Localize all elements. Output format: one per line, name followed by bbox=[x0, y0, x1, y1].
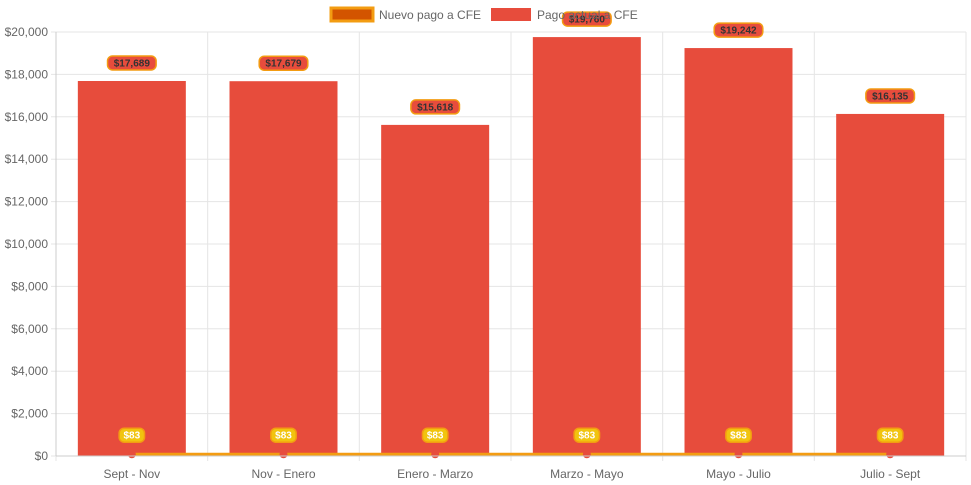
y-tick-label: $14,000 bbox=[5, 152, 49, 166]
line-data-label-1: $83 bbox=[123, 431, 140, 442]
line-point-3 bbox=[431, 450, 440, 459]
line-data-label-6-badge bbox=[876, 427, 904, 443]
line-point-6 bbox=[886, 450, 895, 459]
line-point-2 bbox=[279, 450, 288, 459]
bar-data-label-1-badge bbox=[106, 55, 157, 71]
axes-layer: $0 $2,000 $4,000 $6,000 $8,000 $10,000 $12,000… bbox=[5, 25, 966, 481]
line-point-5 bbox=[734, 450, 743, 459]
line-data-label-2-badge bbox=[270, 427, 297, 443]
bar-3 bbox=[381, 124, 490, 456]
x-tick-label: Enero - Marzo bbox=[397, 467, 473, 481]
x-tick-label: Julio - Sept bbox=[860, 467, 921, 481]
bar-1 bbox=[77, 80, 186, 457]
bar-2 bbox=[229, 81, 338, 456]
line-data-label-1-badge bbox=[118, 427, 146, 443]
bar-data-label-2: $17,679 bbox=[265, 59, 302, 70]
y-tick-label: $2,000 bbox=[11, 407, 48, 421]
legend-label-pago-actual: Pago actual a CFE bbox=[537, 8, 638, 22]
x-tick-label: Sept - Nov bbox=[103, 467, 160, 481]
line-data-label-3: $83 bbox=[427, 431, 444, 442]
y-tick-label: $6,000 bbox=[11, 322, 48, 336]
bar-data-label-6-badge bbox=[865, 88, 916, 104]
bar-data-label-4: $19,760 bbox=[569, 15, 606, 26]
bar-4 bbox=[532, 37, 641, 456]
y-tick-label: $4,000 bbox=[11, 364, 48, 378]
legend-swatch-nuevo-pago bbox=[329, 6, 375, 23]
line-data-label-4: $83 bbox=[578, 431, 595, 442]
line-point-4 bbox=[582, 450, 591, 459]
y-tick-label: $20,000 bbox=[5, 25, 49, 39]
line-data-label-4-badge bbox=[573, 427, 601, 443]
line-data-label-5: $83 bbox=[730, 431, 747, 442]
legend-swatch-pago-actual bbox=[491, 8, 531, 21]
line-data-label-5-badge bbox=[725, 427, 752, 443]
x-tick-label: Nov - Enero bbox=[251, 467, 315, 481]
y-tick-label: $10,000 bbox=[5, 237, 49, 251]
grid-layer bbox=[51, 31, 967, 461]
bar-data-label-2-badge bbox=[258, 55, 309, 71]
legend: Nuevo pago a CFE Pago actual a CFE bbox=[329, 6, 638, 23]
legend-label-nuevo-pago: Nuevo pago a CFE bbox=[379, 8, 481, 22]
bar-data-label-5-badge bbox=[713, 22, 764, 38]
line-data-label-2: $83 bbox=[275, 431, 292, 442]
bar-5 bbox=[684, 48, 793, 456]
line-data-label-6: $83 bbox=[882, 431, 899, 442]
bars-layer bbox=[77, 37, 945, 457]
bar-6 bbox=[836, 113, 945, 457]
y-tick-label: $0 bbox=[35, 449, 49, 463]
line-point-1 bbox=[127, 450, 136, 459]
y-tick-label: $8,000 bbox=[11, 279, 48, 293]
labels-layer: $17,689 $17,679 $15,618 $19,760 $19,242 $16,1… bbox=[106, 11, 916, 443]
x-tick-label: Mayo - Julio bbox=[706, 467, 771, 481]
bar-data-label-3: $15,618 bbox=[417, 102, 454, 113]
bar-data-label-1: $17,689 bbox=[114, 58, 151, 69]
bar-data-label-3-badge bbox=[410, 99, 461, 115]
bar-data-label-6: $16,135 bbox=[872, 91, 909, 102]
y-tick-label: $18,000 bbox=[5, 67, 49, 81]
y-tick-label: $12,000 bbox=[5, 195, 49, 209]
y-tick-label: $16,000 bbox=[5, 110, 49, 124]
line-data-label-3-badge bbox=[421, 427, 449, 443]
bar-data-label-5: $19,242 bbox=[720, 26, 757, 37]
bar-data-label-4-badge bbox=[561, 11, 612, 27]
x-tick-label: Marzo - Mayo bbox=[550, 467, 624, 481]
